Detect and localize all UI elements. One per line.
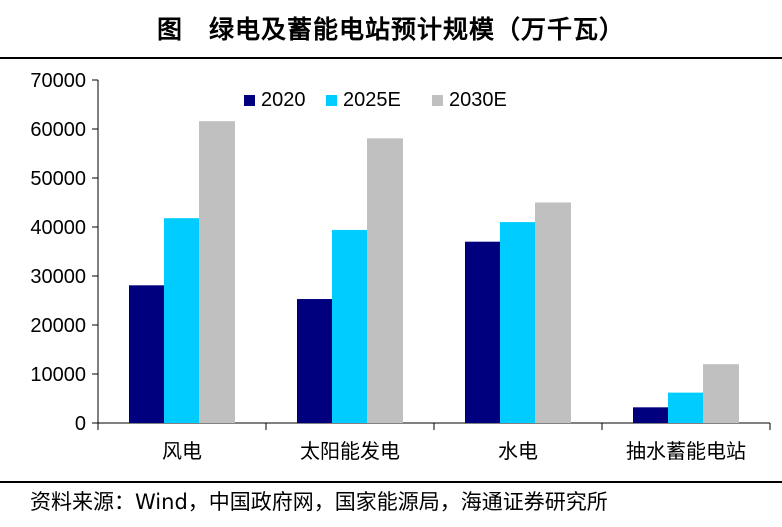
y-tick-label: 10000 xyxy=(30,364,86,386)
y-tick-label: 50000 xyxy=(30,168,86,190)
bar-2030e-0 xyxy=(199,121,235,423)
title-bar: 图 绿电及蓄能电站预计规模（万千瓦） xyxy=(0,0,782,59)
bar-2030e-2 xyxy=(535,202,571,423)
bar-2030e-3 xyxy=(703,364,739,423)
legend-swatch-2020 xyxy=(244,95,255,106)
x-category-label: 风电 xyxy=(162,439,202,463)
y-tick-label: 30000 xyxy=(30,266,86,288)
y-tick-label: 40000 xyxy=(30,217,86,239)
x-category-label: 水电 xyxy=(498,439,538,463)
bar-2025e-0 xyxy=(164,218,200,423)
legend-swatch-2030e xyxy=(432,95,443,106)
y-tick-label: 20000 xyxy=(30,315,86,337)
legend-label-2025e: 2025E xyxy=(343,89,401,111)
bar-2030e-1 xyxy=(367,138,403,423)
y-tick-label: 60000 xyxy=(30,119,86,141)
bar-2020-1 xyxy=(297,299,333,423)
bar-2020-2 xyxy=(465,241,501,423)
source-note: 资料来源：Wind，中国政府网，国家能源局，海通证券研究所 xyxy=(30,490,608,514)
chart-title: 图 绿电及蓄能电站预计规模（万千瓦） xyxy=(156,15,625,44)
bar-2020-0 xyxy=(129,285,165,423)
bar-chart: 0 10000 20000 30000 40000 50000 60000 70000 风电 太阳… xyxy=(30,70,771,463)
legend-label-2030e: 2030E xyxy=(449,89,507,111)
chart-area: 0 10000 20000 30000 40000 50000 60000 70000 风电 太阳… xyxy=(0,59,782,479)
x-category-label: 太阳能发电 xyxy=(300,439,400,463)
bar-2025e-3 xyxy=(668,392,704,423)
legend-swatch-2025e xyxy=(326,95,337,106)
footer-divider xyxy=(0,481,782,483)
bar-2025e-2 xyxy=(500,222,536,423)
bar-2025e-1 xyxy=(332,229,368,423)
y-tick-label: 0 xyxy=(75,413,86,435)
x-category-label: 抽水蓄能电站 xyxy=(626,439,746,463)
y-tick-label: 70000 xyxy=(30,70,86,92)
bar-2020-3 xyxy=(633,407,669,423)
legend-label-2020: 2020 xyxy=(261,89,306,111)
title-divider xyxy=(0,57,782,59)
